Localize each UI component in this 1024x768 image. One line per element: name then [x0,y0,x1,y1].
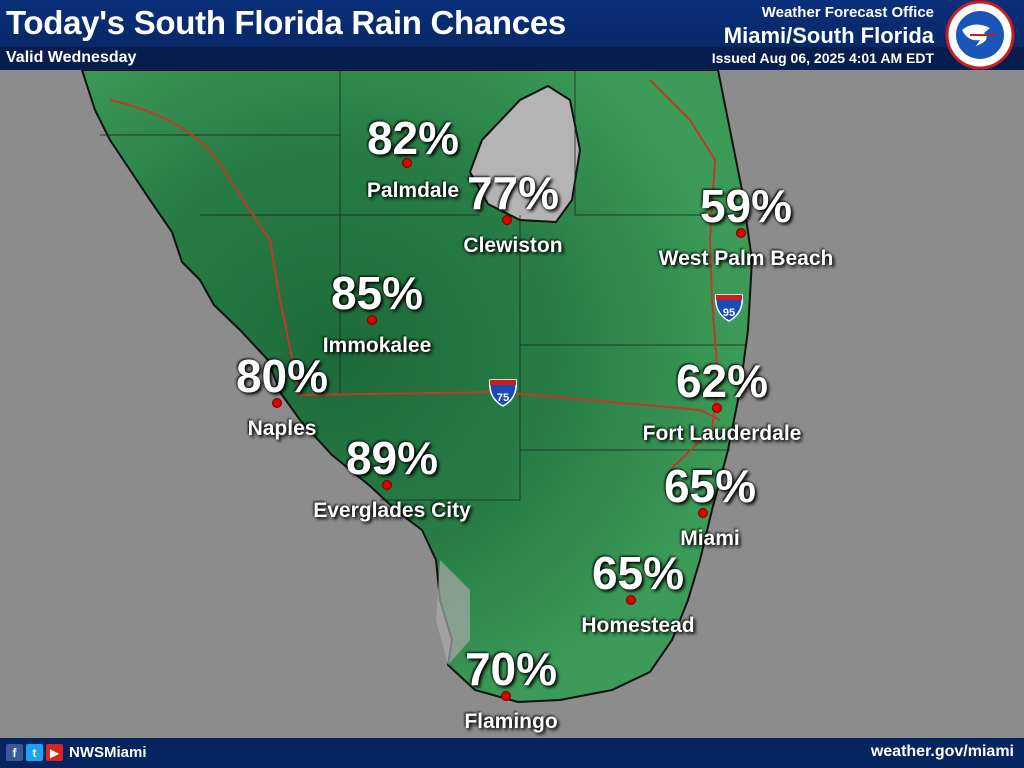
page-title: Today's South Florida Rain Chances [6,4,566,41]
city-clewiston: 77% Clewiston [393,170,633,258]
city-name: Everglades City [313,499,471,522]
i75-shield-icon: 75 [489,379,517,407]
city-west-palm-beach: 59% West Palm Beach [626,183,866,271]
city-everglades-city: 89% Everglades City [272,435,512,523]
city-palmdale: 82% Palmdale [293,115,533,203]
city-marker [501,691,511,701]
city-pct: 70% [464,643,558,695]
valid-day: Valid Wednesday [6,49,137,66]
city-miami: 65% Miami [590,463,830,551]
lake-okeechobee [468,84,582,224]
city-name: Clewiston [463,234,563,257]
mangrove-shore [436,560,470,665]
facebook-icon[interactable]: f [6,744,23,761]
social-handle[interactable]: NWSMiami [69,744,147,761]
header-subbar [0,47,1024,69]
city-name: Immokalee [322,334,432,357]
office-line2: Miami/South Florida [723,23,934,48]
city-immokalee: 85% Immokalee [257,270,497,358]
social-links: f t ▶ NWSMiami [6,744,147,761]
city-pct: 62% [675,355,769,407]
i95-number: 95 [723,307,735,319]
footer-bar: f t ▶ NWSMiami weather.gov/miami [0,738,1024,768]
city-pct: 65% [591,547,685,599]
i95-shield-icon: 95 [715,294,743,322]
city-name: Flamingo [464,710,558,733]
city-pct: 80% [235,350,329,402]
city-name: Miami [680,527,740,550]
youtube-icon[interactable]: ▶ [46,744,63,761]
county-lines [100,70,745,501]
city-fort-lauderdale: 62% Fort Lauderdale [602,358,842,446]
issued-time: Issued Aug 06, 2025 4:01 AM EDT [711,50,934,66]
office-block: Weather Forecast Office Miami/South Flor… [724,4,934,49]
highway-routes [109,79,721,471]
header-bar: Today's South Florida Rain Chances Valid… [0,0,1024,70]
city-pct: 65% [663,460,757,512]
city-name: Homestead [581,614,695,637]
city-pct: 59% [699,180,793,232]
city-marker [382,480,392,490]
city-name: Naples [247,417,317,440]
city-pct: 85% [330,267,424,319]
twitter-icon[interactable]: t [26,744,43,761]
city-marker [502,215,512,225]
nws-logo-icon [945,0,1015,70]
city-marker [626,595,636,605]
city-flamingo: 70% Flamingo [391,646,631,734]
city-marker [402,158,412,168]
city-name: Palmdale [366,179,460,202]
city-name: West Palm Beach [658,247,834,270]
city-marker [367,315,377,325]
city-marker [736,228,746,238]
office-line1: Weather Forecast Office [761,4,934,21]
rain-chance-map: 75 95 [0,70,1024,738]
city-marker [712,403,722,413]
i75-number: 75 [497,392,509,404]
city-marker [698,508,708,518]
city-pct: 82% [366,112,460,164]
city-pct: 89% [345,432,439,484]
city-naples: 80% Naples [162,353,402,441]
city-marker [272,398,282,408]
city-name: Fort Lauderdale [642,422,802,445]
city-homestead: 65% Homestead [518,550,758,638]
website-link[interactable]: weather.gov/miami [870,743,1014,760]
city-pct: 77% [466,167,560,219]
